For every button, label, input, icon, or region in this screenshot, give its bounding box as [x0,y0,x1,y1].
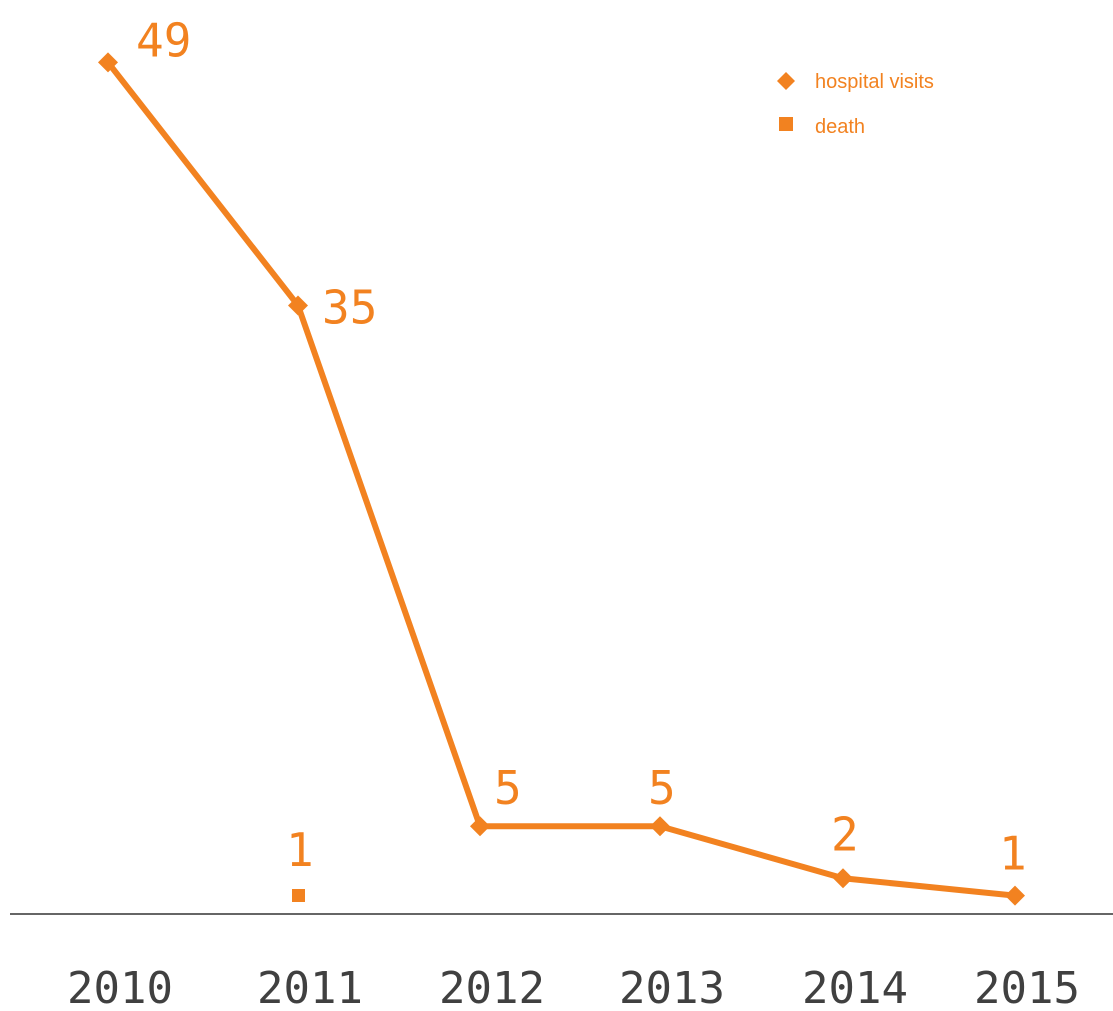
x-tick-labels: 2010 2011 2012 2013 2014 2015 [67,963,1080,1011]
x-tick-label-2010: 2010 [67,963,173,1011]
point-hospital-visits-2013 [650,816,670,837]
data-label-hospital-visits-2015: 1 [999,827,1027,881]
lines-layer [105,59,1018,899]
data-label-hospital-visits-2013: 5 [648,761,676,815]
data-labels-layer: 49 35 5 5 2 1 1 [136,13,1027,880]
data-label-hospital-visits-2011: 35 [322,280,377,334]
legend-marker-hospital-visits-icon [777,72,795,90]
x-tick-label-2012: 2012 [439,963,545,1011]
legend-marker-death [779,117,793,131]
point-death-2011 [292,889,305,902]
x-tick-label-2015: 2015 [974,963,1080,1011]
legend-label-death: death [815,116,865,138]
data-label-hospital-visits-2010: 49 [136,13,191,67]
point-hospital-visits-2011 [288,295,308,316]
data-label-hospital-visits-2012: 5 [494,761,522,815]
point-hospital-visits-2010 [98,52,118,73]
point-hospital-visits-2014 [833,868,853,889]
x-tick-label-2013: 2013 [619,963,725,1011]
data-label-hospital-visits-2014: 2 [831,807,859,861]
x-tick-label-2011: 2011 [257,963,363,1011]
markers-layer [98,52,1025,906]
point-hospital-visits-2015 [1005,885,1025,906]
legend: hospital visits death [777,71,934,138]
legend-label-hospital-visits: hospital visits [815,71,934,93]
point-hospital-visits-2012 [470,816,490,837]
x-tick-label-2014: 2014 [802,963,908,1011]
series-line-hospital-visits [105,59,1018,899]
data-label-death-2011: 1 [286,823,314,877]
